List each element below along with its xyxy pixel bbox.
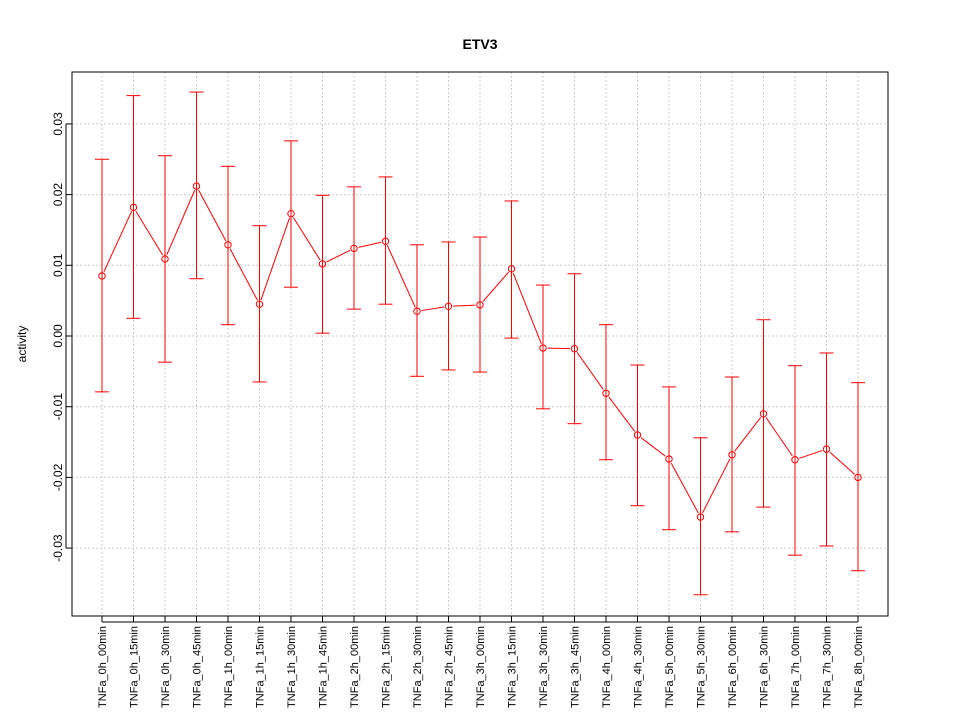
x-tick-label: TNFa_3h_45min [570, 626, 582, 708]
error-bars [95, 91, 865, 596]
series-segment [799, 450, 823, 459]
x-tick-label: TNFa_7h_00min [790, 626, 802, 708]
series-segment [260, 217, 290, 301]
series-segment [166, 190, 196, 256]
data-point [759, 410, 768, 418]
series-segment [292, 217, 321, 261]
series-segment [765, 417, 793, 457]
x-tick-label: TNFa_0h_30min [160, 626, 172, 708]
x-tick-label: TNFa_2h_00min [349, 626, 361, 708]
series-segment [421, 306, 445, 312]
series-segment [608, 396, 636, 432]
data-point [665, 455, 673, 463]
chart-title: ETV3 [462, 36, 497, 52]
x-tick-label: TNFa_5h_00min [664, 626, 676, 708]
series-segment [482, 271, 509, 302]
data-point [822, 445, 831, 453]
data-point [696, 513, 705, 521]
x-tick-label: TNFa_1h_15min [255, 626, 267, 708]
y-tick-label: 0.02 [51, 183, 65, 207]
series-segment [702, 458, 731, 514]
data-point [444, 302, 453, 311]
x-tick-label: TNFa_4h_30min [633, 626, 645, 708]
data-point [854, 473, 862, 482]
y-tick-label: 0.03 [51, 112, 65, 136]
data-point [381, 237, 390, 245]
series-segment [640, 437, 666, 457]
data-point [570, 345, 579, 353]
data-point [98, 272, 106, 280]
data-point [255, 300, 264, 308]
y-tick-label: 0.00 [51, 324, 65, 348]
series-segment [670, 462, 699, 514]
data-point [224, 241, 232, 249]
y-tick-label: -0.02 [51, 463, 65, 491]
data-point [350, 244, 358, 253]
data-point [413, 307, 421, 315]
x-tick-label: TNFa_0h_45min [192, 626, 204, 708]
x-tick-label: TNFa_2h_15min [381, 626, 393, 708]
x-tick-label: TNFa_8h_00min [853, 626, 865, 708]
plot-border [71, 71, 889, 617]
x-tick-label: TNFa_4h_00min [601, 626, 613, 708]
series-segment [547, 347, 571, 350]
data-point [287, 209, 295, 218]
x-tick-label: TNFa_3h_00min [475, 626, 487, 708]
data-point [129, 203, 138, 212]
x-tick-label: TNFa_5h_30min [696, 626, 708, 708]
series-segment [452, 304, 476, 307]
x-tick-label: TNFa_3h_15min [507, 626, 519, 708]
data-point [633, 431, 642, 439]
x-tick-label: TNFa_1h_45min [318, 626, 330, 708]
data-point [476, 301, 484, 309]
data-point [602, 389, 610, 397]
y-axis-label: activity [15, 326, 29, 363]
series-segment [829, 451, 855, 475]
series-segment [229, 248, 258, 301]
x-tick-label: TNFa_1h_00min [223, 626, 235, 708]
x-tick-label: TNFa_2h_30min [412, 626, 424, 708]
series-segment [512, 272, 542, 345]
y-tick-label: -0.01 [51, 393, 65, 421]
data-point [539, 344, 547, 352]
x-tick-label: TNFa_7h_30min [822, 626, 834, 708]
data-point [507, 265, 516, 273]
x-tick-label: TNFa_6h_00min [727, 626, 739, 708]
x-tick-label: TNFa_0h_15min [129, 626, 141, 708]
data-point [192, 182, 201, 190]
series-segment [103, 211, 133, 273]
x-tick-label: TNFa_6h_30min [759, 626, 771, 708]
x-tick-label: TNFa_3h_30min [538, 626, 550, 708]
series-segment [734, 417, 762, 452]
x-tick-label: TNFa_1h_30min [286, 626, 298, 708]
x-tick-label: TNFa_2h_45min [444, 626, 456, 708]
series-segment [358, 241, 382, 248]
series-segment [326, 249, 351, 263]
data-point [791, 456, 799, 464]
series-segment [198, 189, 227, 242]
data-point [318, 260, 327, 268]
data-point [728, 451, 736, 459]
series-segment [576, 352, 604, 390]
series [98, 182, 862, 521]
y-tick-label: 0.01 [51, 253, 65, 277]
series-segment [135, 210, 164, 256]
x-tick-label: TNFa_0h_00min [97, 626, 109, 708]
y-tick-label: -0.03 [51, 534, 65, 562]
series-segment [386, 245, 416, 308]
data-point [161, 255, 169, 263]
axes: TNFa_0h_00min TNFa_0h_15min TNFa_0h_30min T… [51, 112, 865, 708]
